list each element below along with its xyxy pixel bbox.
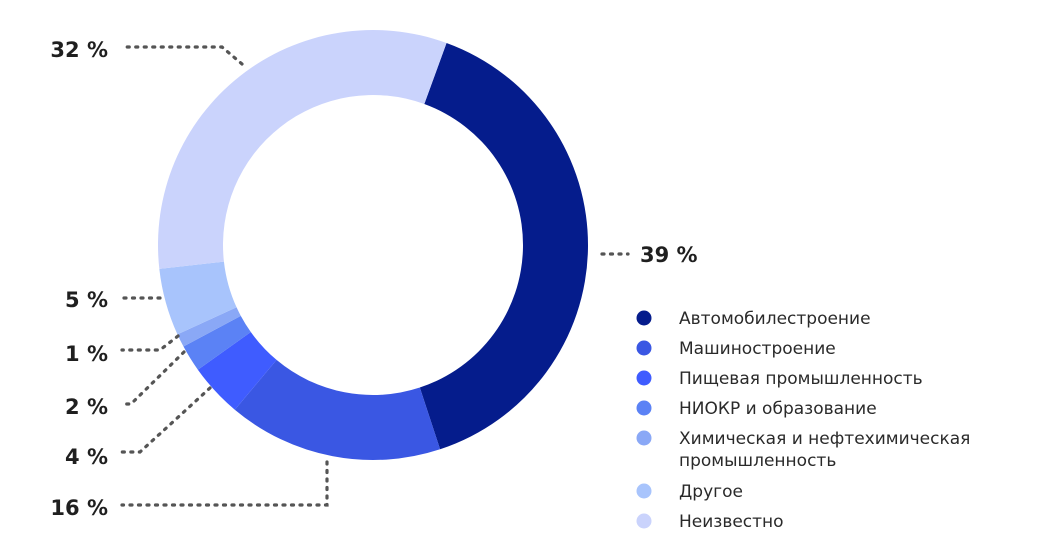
legend-label: Химическая и нефтехимическая [679,429,970,449]
legend-marker [636,310,652,326]
leader-line-пищевая-промышленность [120,386,212,454]
pct-label-пищевая-промышленность: 4 % [65,445,108,469]
percentage-labels: 39 % 16 % 4 % 2 % 1 % 5 % 32 % [50,38,697,520]
leader-line-ниокр-и-образование [120,350,186,406]
legend-label: НИОКР и образование [679,399,877,419]
legend-marker [636,513,652,529]
pct-label-ниокр-и-образование: 2 % [65,395,108,419]
slice-машиностроение [234,359,441,460]
pct-label-неизвестно: 32 % [50,38,108,62]
pct-label-машиностроение: 16 % [50,496,108,520]
pct-label-другое: 5 % [65,288,108,312]
leader-line-машиностроение [120,460,329,507]
legend-marker [636,340,652,356]
legend-marker [636,400,652,416]
legend-marker [636,370,652,386]
legend-item-химическая-и-нефтехимическая-промышленность: Химическая и нефтехимическаяпромышленнос… [636,429,970,471]
slice-пищевая-промышленность [197,332,277,410]
leader-lines [120,45,630,507]
leader-line-неизвестно [120,45,244,66]
legend-label: промышленность [679,451,836,471]
pct-label-автомобилестроение: 39 % [640,243,698,267]
legend-marker [636,483,652,499]
legend-label: Автомобилестроение [679,309,871,329]
slice-неизвестно [158,29,447,269]
legend: Автомобилестроение Машиностроение Пищевая … [636,309,970,532]
slice-ниокр-и-образование [183,315,251,370]
leader-line-химическая-и-нефтехимическая-промышленность [120,334,180,352]
legend-item-машиностроение: Машиностроение [636,339,836,359]
legend-item-ниокр-и-образование: НИОКР и образование [636,399,877,419]
donut-slices [158,29,589,460]
legend-item-другое: Другое [636,482,743,502]
legend-label: Неизвестно [679,512,784,532]
slice-другое [159,261,237,335]
legend-item-неизвестно: Неизвестно [636,512,784,532]
legend-item-пищевая-промышленность: Пищевая промышленность [636,369,923,389]
legend-item-автомобилестроение: Автомобилестроение [636,309,871,329]
legend-label: Другое [679,482,743,502]
slice-химическая-и-нефтехимическая-промышленность [177,307,241,347]
legend-marker [636,430,652,446]
pct-label-химическая-и-нефтехимическая-промышленность: 1 % [65,342,108,366]
legend-label: Пищевая промышленность [679,369,923,389]
slice-автомобилестроение [419,42,589,450]
legend-label: Машиностроение [679,339,836,359]
